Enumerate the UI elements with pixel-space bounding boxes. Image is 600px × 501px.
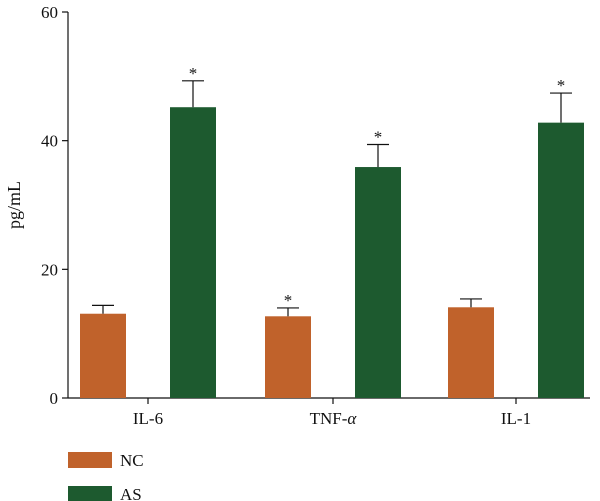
y-axis-label: pg/mL <box>4 181 24 229</box>
legend: NC AS <box>68 451 144 501</box>
y-tick-label: 20 <box>41 260 58 279</box>
bars: * * * * <box>80 64 584 399</box>
y-tick-label: 60 <box>41 3 58 22</box>
y-tick-label: 40 <box>41 132 58 151</box>
legend-swatch-nc <box>68 452 112 468</box>
legend-label-as: AS <box>120 485 142 501</box>
significance-star: * <box>189 64 198 83</box>
bar-nc <box>80 313 126 398</box>
x-tick-label: IL-6 <box>133 409 163 428</box>
bar-as <box>538 122 584 399</box>
bar-nc <box>448 307 494 398</box>
significance-star: * <box>284 291 293 310</box>
bar-as <box>355 167 401 398</box>
bar-nc <box>265 316 311 398</box>
significance-star: * <box>374 128 383 147</box>
y-tick-label: 0 <box>50 389 59 408</box>
legend-swatch-as <box>68 486 112 501</box>
x-tick-label: TNF-α <box>310 409 358 428</box>
bar-as <box>170 107 216 399</box>
x-tick-label: IL-1 <box>501 409 531 428</box>
legend-label-nc: NC <box>120 451 144 470</box>
y-axis: 0 20 40 60 <box>41 3 69 408</box>
significance-star: * <box>557 76 566 95</box>
x-axis: IL-6 TNF-α IL-1 <box>68 397 590 428</box>
